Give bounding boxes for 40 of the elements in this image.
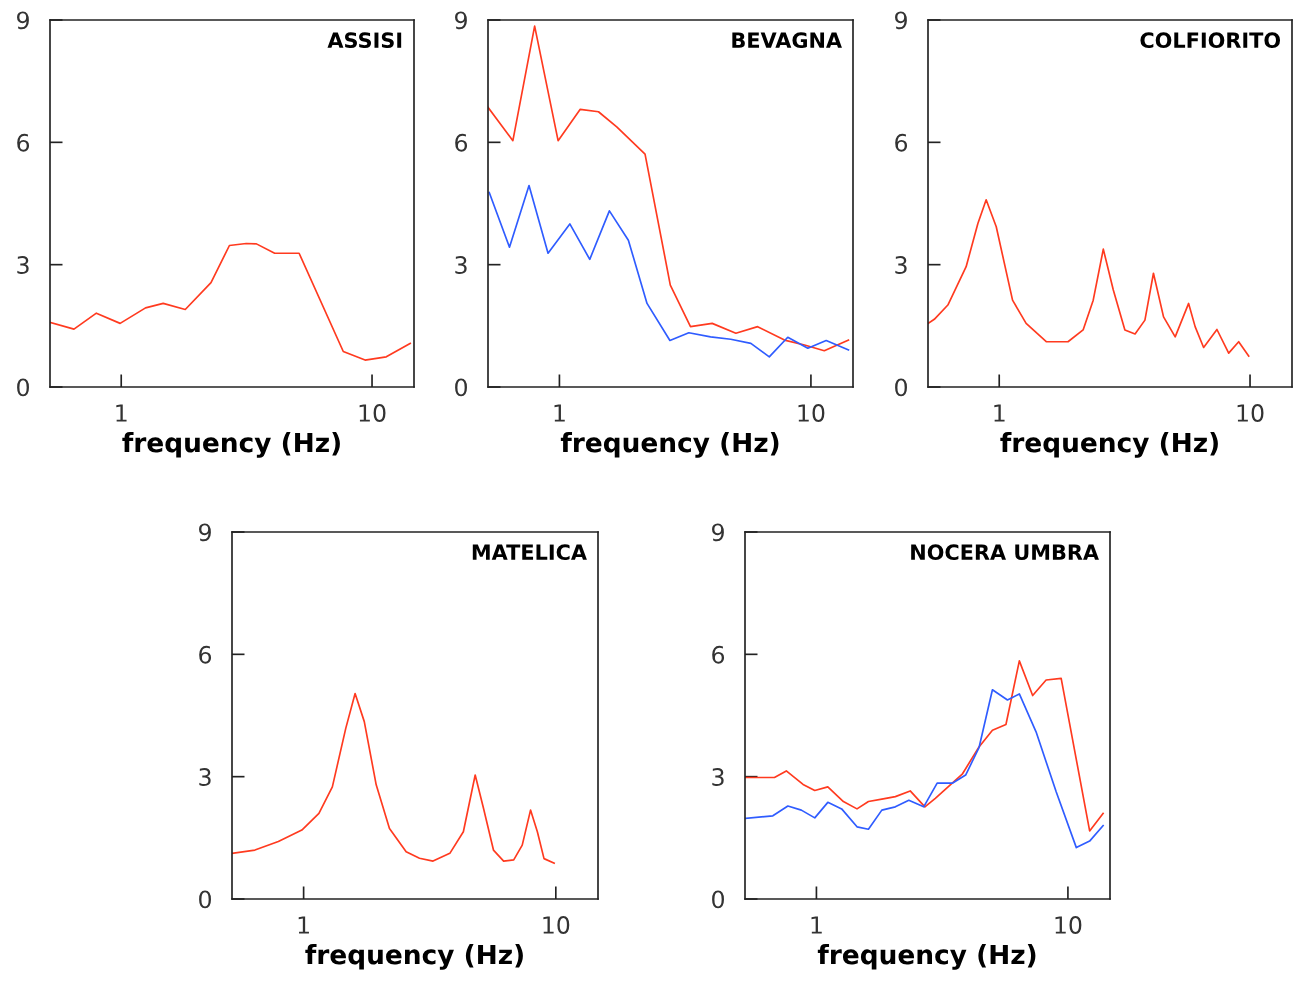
x-tick-label: 10 [543,916,570,934]
y-tick-label: 0 [199,890,211,909]
x-tick-label: 10 [1237,404,1264,422]
y-tick-label: 0 [455,378,467,397]
y-tick-label: 6 [17,133,30,152]
y-tick-label: 9 [712,523,724,542]
y-tick-label: 6 [895,133,908,152]
x-tick-label: 1 [116,404,127,422]
y-tick-label: 3 [895,256,907,274]
x-tick-label: 10 [798,404,825,422]
x-tick-label: 1 [554,404,565,422]
y-tick-label: 6 [199,645,212,664]
y-tick-label: 9 [455,11,467,30]
chart-title: MATELICA [472,544,587,561]
y-tick-label: 9 [17,11,29,30]
y-tick-label: 3 [17,256,29,274]
x-axis-title: frequency (Hz) [560,432,779,458]
y-tick-label: 3 [455,256,467,274]
x-axis-title: frequency (Hz) [122,432,340,458]
y-tick-label: 6 [455,133,468,152]
y-tick-label: 3 [712,768,724,786]
y-tick-label: 9 [199,523,211,542]
y-tick-label: 0 [895,378,907,397]
chart-title: ASSISI [327,32,402,49]
chart-title: NOCERA UMBRA [911,544,1099,561]
x-tick-label: 1 [298,916,309,934]
x-axis-title: frequency (Hz) [305,944,523,970]
chart-title: COLFIORITO [1140,32,1281,49]
x-tick-label: 1 [994,404,1005,422]
y-tick-label: 9 [895,11,907,30]
y-tick-label: 0 [712,890,724,909]
y-tick-label: 0 [17,378,29,397]
x-axis-title: frequency (Hz) [817,944,1036,970]
x-tick-label: 10 [1055,916,1082,934]
y-tick-label: 6 [712,645,725,664]
y-tick-label: 3 [199,768,211,786]
x-axis-title: frequency (Hz) [1000,432,1218,458]
x-tick-label: 1 [811,916,822,934]
x-tick-label: 10 [359,404,386,422]
chart-title: BEVAGNA [732,32,842,49]
